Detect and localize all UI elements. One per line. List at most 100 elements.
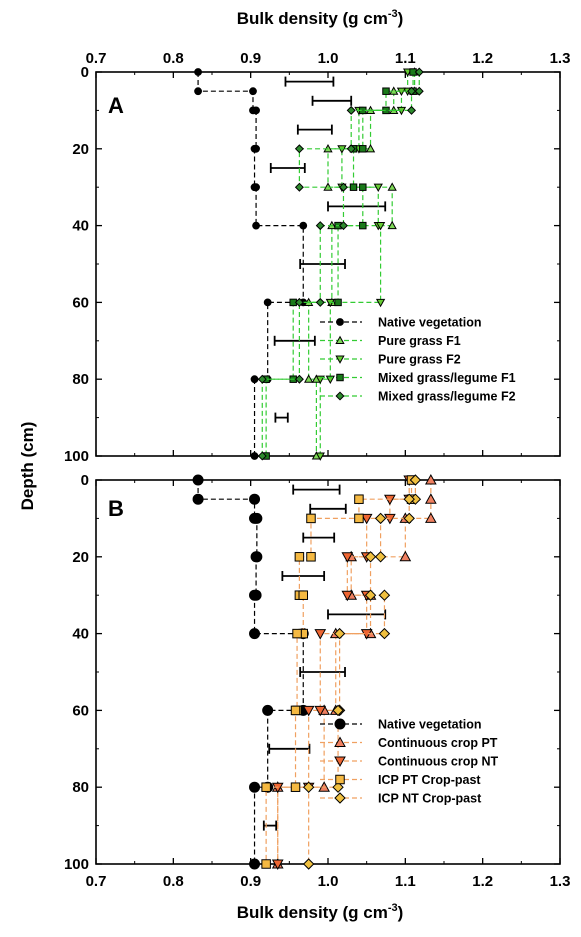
- data-point: [302, 781, 315, 793]
- x-tick-label: 1.1: [395, 50, 416, 67]
- data-point: [414, 67, 424, 77]
- data-point: [382, 87, 390, 95]
- data-point: [194, 68, 202, 76]
- data-point: [341, 552, 354, 563]
- x-tick-label: 1.1: [395, 873, 416, 890]
- data-point: [251, 512, 263, 524]
- y-axis-title: Depth (cm): [18, 422, 37, 511]
- x-tick-label: 0.7: [86, 50, 107, 67]
- y-tick-label: 40: [72, 218, 89, 235]
- data-point: [290, 782, 301, 792]
- data-point: [354, 494, 364, 504]
- legend-marker: [335, 774, 345, 785]
- data-point: [407, 105, 417, 115]
- data-point: [346, 105, 356, 115]
- data-point: [314, 705, 327, 717]
- data-point: [332, 704, 344, 717]
- data-point: [315, 452, 325, 461]
- legend-marker: [334, 736, 346, 747]
- data-point: [359, 183, 367, 191]
- data-point: [304, 374, 314, 383]
- data-point: [194, 87, 202, 96]
- data-point: [192, 474, 204, 486]
- panel-b: B 0.7 0.8 0.9 1.0 1.1 1.2 1.3 0 20 40 60 80 100 Native…: [64, 472, 570, 890]
- data-point: [359, 221, 367, 230]
- data-point: [261, 859, 271, 869]
- x-tick-label: 1.3: [550, 873, 571, 890]
- data-point: [290, 705, 301, 716]
- x-tick-label: 0.8: [163, 873, 184, 890]
- series-line: [197, 480, 304, 864]
- data-point: [338, 182, 348, 192]
- bottom-x-axis-title: Bulk density (g cm-3): [237, 902, 404, 922]
- legend-label: ICP NT Crop-past: [378, 792, 482, 806]
- data-point: [249, 589, 261, 601]
- y-tick-label: 0: [81, 472, 89, 489]
- data-point: [252, 221, 260, 230]
- data-point: [425, 473, 437, 485]
- x-tick-label: 0.9: [240, 50, 261, 67]
- data-point: [252, 183, 260, 192]
- y-tick-label: 80: [72, 371, 89, 388]
- data-point: [292, 628, 302, 639]
- data-point: [250, 375, 259, 384]
- legend-label: Continuous crop PT: [378, 736, 498, 750]
- data-point: [271, 859, 284, 871]
- data-point: [294, 297, 304, 307]
- data-point: [250, 452, 259, 460]
- series-mixed-grass-legume-f2: [257, 67, 424, 461]
- series-icp-pt-crop-past: [261, 475, 417, 869]
- legend-marker: [334, 792, 346, 804]
- legend-label: Mixed grass/legume F1: [378, 371, 516, 385]
- data-point: [333, 627, 346, 640]
- top-x-axis-title: Bulk density (g cm-3): [237, 8, 404, 28]
- series-line: [197, 72, 304, 456]
- data-point: [425, 512, 437, 523]
- data-point: [261, 782, 271, 792]
- legend-marker: [335, 335, 345, 345]
- panel-letter: B: [108, 496, 124, 521]
- panel-a: A 0.7 0.8 0.9 1.0 1.1 1.2 1.3 0 20 40 60 80 100 Native…: [64, 50, 570, 465]
- data-point: [360, 513, 373, 525]
- data-point: [364, 589, 377, 601]
- series-line: [319, 72, 409, 456]
- data-point: [250, 551, 262, 563]
- series-native-vegetation: [192, 474, 309, 870]
- legend-label: Continuous crop NT: [378, 755, 498, 769]
- series-native-vegetation: [194, 68, 308, 460]
- data-point: [302, 858, 315, 870]
- data-point: [315, 297, 325, 307]
- legend-marker: [336, 373, 344, 382]
- data-point: [407, 86, 417, 96]
- legend-label: Native vegetation: [378, 316, 482, 330]
- series-line: [308, 480, 416, 864]
- data-point: [425, 493, 437, 504]
- x-tick-label: 1.2: [472, 50, 493, 67]
- legend-marker: [334, 756, 346, 768]
- series-line: [265, 480, 413, 864]
- x-tick-label: 1.0: [318, 50, 339, 67]
- data-point: [387, 182, 397, 191]
- data-point: [257, 374, 267, 384]
- data-point: [414, 86, 424, 96]
- data-point: [306, 552, 316, 562]
- data-point: [252, 106, 260, 115]
- data-point: [315, 221, 325, 231]
- data-point: [349, 183, 358, 191]
- legend-marker: [336, 318, 344, 326]
- data-point: [314, 629, 327, 640]
- data-point: [294, 552, 305, 562]
- data-point: [375, 222, 386, 231]
- data-point: [249, 628, 261, 640]
- data-point: [338, 221, 348, 231]
- legend-label: ICP PT Crop-past: [378, 773, 481, 787]
- y-tick-label: 20: [72, 549, 89, 566]
- data-point: [399, 550, 412, 562]
- data-point: [375, 298, 386, 308]
- y-tick-label: 60: [72, 294, 89, 311]
- data-point: [365, 143, 376, 153]
- data-point: [257, 451, 267, 461]
- legend-marker: [335, 391, 345, 401]
- data-point: [354, 513, 364, 524]
